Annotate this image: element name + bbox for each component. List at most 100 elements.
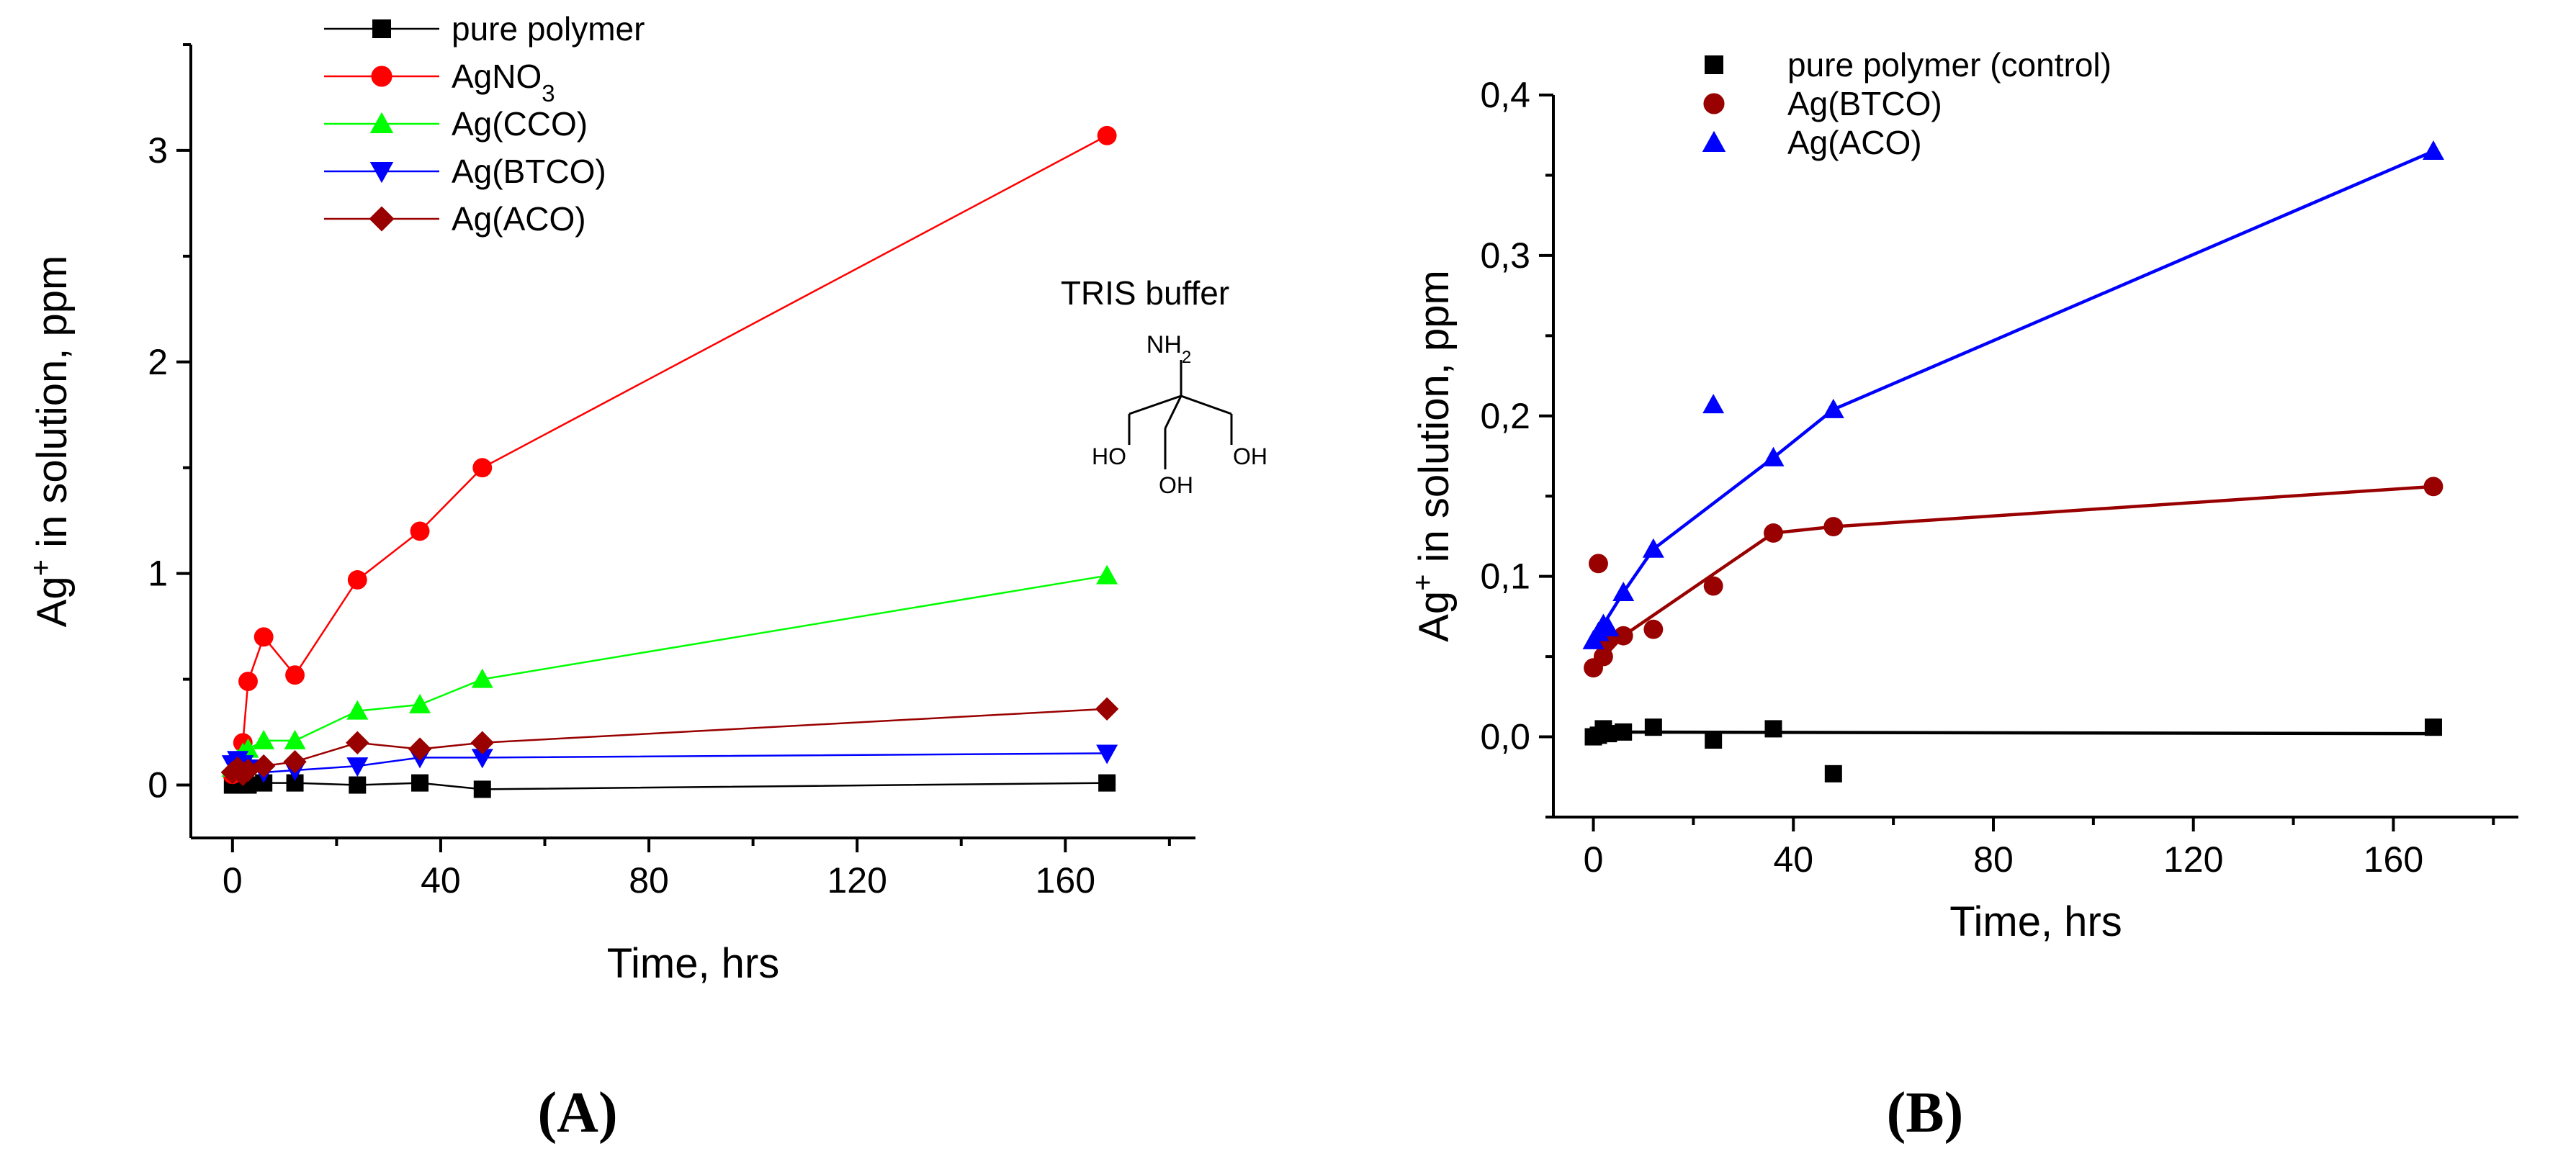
data-point — [238, 672, 258, 691]
legend-label-text: Ag(ACO) — [1787, 124, 1922, 161]
legend: pure polymer (control)Ag(BTCO)Ag(ACO) — [1702, 46, 2111, 161]
data-point — [1098, 774, 1116, 792]
legend-marker — [369, 162, 394, 184]
legend-label: Ag(BTCO) — [452, 153, 606, 190]
legend-label: pure polymer (control) — [1787, 46, 2111, 84]
data-point — [471, 668, 493, 688]
legend-label-text: Ag(ACO) — [452, 200, 586, 238]
legend-label-sub: 3 — [542, 80, 555, 107]
data-point — [1613, 626, 1633, 646]
data-point — [349, 776, 367, 794]
data-point — [1762, 446, 1785, 466]
x-tick-label: 80 — [1973, 839, 2014, 880]
y-tick-label: 1 — [148, 554, 168, 594]
y-tick-label: 0,1 — [1480, 556, 1530, 597]
y-axis-title-rest: in solution, ppm — [29, 256, 76, 559]
data-point — [2423, 477, 2443, 497]
panel-label: (A) — [538, 1081, 618, 1145]
structure-nh2-base: NH — [1146, 331, 1182, 358]
data-point — [1702, 394, 1725, 414]
structure-oh-bottom: OH — [1159, 472, 1193, 498]
data-point — [253, 627, 274, 647]
x-axis-title: Time, hrs — [1949, 898, 2122, 945]
legend-marker — [369, 112, 394, 133]
y-axis-title-sup: + — [25, 559, 57, 576]
x-tick-label: 40 — [1773, 839, 1813, 880]
legend-label-text: Ag(CCO) — [452, 105, 588, 143]
legend-label: pure polymer — [452, 10, 645, 48]
legend-label: AgNO3 — [452, 58, 555, 107]
x-tick-label: 160 — [2364, 839, 2423, 880]
data-point — [1764, 720, 1782, 738]
legend-marker — [1705, 55, 1723, 74]
data-point — [2422, 140, 2444, 161]
legend-marker — [371, 66, 392, 87]
fit-line — [1592, 484, 2434, 669]
data-point — [1097, 125, 1117, 145]
structure-oh-right: OH — [1233, 443, 1267, 469]
x-tick-label: 0 — [223, 860, 243, 901]
y-axis-title-base: Ag — [1411, 591, 1458, 642]
data-point — [253, 729, 275, 749]
legend-marker — [369, 206, 395, 232]
data-point — [284, 729, 306, 749]
data-point — [1703, 576, 1723, 596]
structure-title: TRIS buffer — [1061, 274, 1229, 312]
data-point — [1096, 564, 1118, 585]
data-point — [1095, 697, 1119, 721]
data-point — [1612, 581, 1635, 601]
fit-line — [1593, 730, 2433, 736]
y-axis-title-base: Ag — [29, 576, 76, 627]
data-point — [1615, 723, 1633, 741]
data-point — [471, 749, 493, 769]
x-tick-label: 120 — [827, 860, 887, 901]
data-point — [1822, 398, 1844, 418]
legend-label: Ag(ACO) — [452, 200, 586, 238]
data-point — [1589, 554, 1608, 574]
series-1 — [223, 125, 1117, 785]
y-tick-label: 0,4 — [1480, 75, 1530, 115]
fit-line — [1592, 149, 2434, 642]
x-axis-title: Time, hrs — [607, 940, 780, 987]
data-point — [1644, 718, 1662, 736]
data-point — [470, 731, 494, 754]
y-tick-label: 0,2 — [1480, 396, 1530, 436]
legend-marker — [372, 19, 391, 38]
y-tick-label: 0 — [148, 765, 168, 806]
structure-bond — [1128, 394, 1182, 415]
data-point — [1593, 646, 1613, 667]
data-point — [285, 665, 305, 685]
data-point — [2424, 718, 2442, 736]
series-1 — [1584, 477, 2443, 678]
legend-label-text: pure polymer — [452, 10, 645, 48]
y-axis-title-sup: + — [1407, 574, 1439, 591]
chart-panel-b: 0 40 80 120 160 0,0 0,1 0,2 0,3 0,4 Time, hrs Ag+ i… — [1407, 46, 2518, 1145]
structure-bond — [1164, 395, 1182, 429]
data-point — [1824, 765, 1842, 783]
data-point — [283, 750, 307, 774]
x-tick-label: 120 — [2163, 839, 2223, 880]
structure-oh-left: HO — [1092, 443, 1126, 469]
structure-bond — [1180, 394, 1232, 415]
legend-label: Ag(ACO) — [1787, 124, 1922, 161]
x-tick-label: 160 — [1036, 860, 1095, 901]
x-tick-label: 40 — [421, 860, 461, 901]
structure-nh2-label: NH2 — [1146, 331, 1191, 367]
data-point — [411, 774, 429, 792]
data-point — [1643, 619, 1664, 639]
data-point — [409, 693, 431, 713]
data-point — [1764, 523, 1783, 543]
panel-label: (B) — [1887, 1081, 1964, 1145]
x-tick-label: 0 — [1584, 839, 1604, 880]
tris-structure: TRIS buffer NH2 HO OH OH — [1061, 274, 1267, 498]
series-2 — [1582, 140, 2444, 649]
structure-nh2-sub: 2 — [1182, 348, 1191, 367]
y-axis-title: Ag+ in solution, ppm — [25, 256, 76, 628]
data-point — [1096, 744, 1118, 765]
legend-label-base: AgNO — [452, 58, 542, 95]
y-tick-label: 3 — [148, 130, 168, 171]
series-0 — [223, 774, 1116, 798]
legend-marker — [1703, 93, 1725, 114]
data-point — [1599, 725, 1617, 743]
